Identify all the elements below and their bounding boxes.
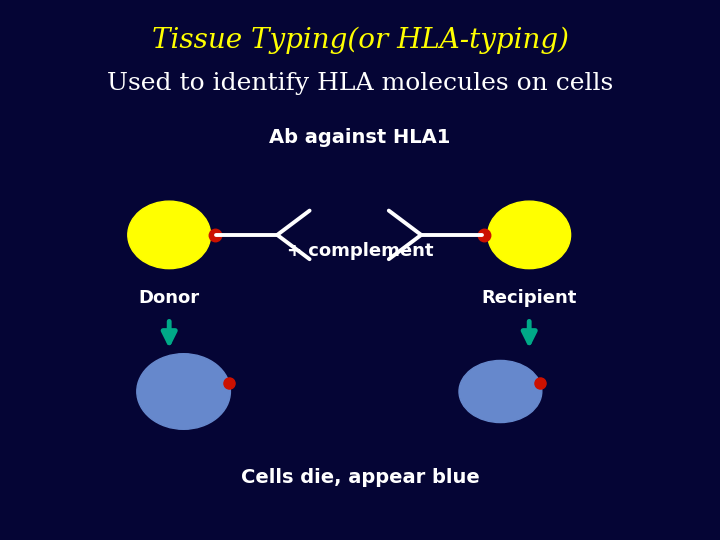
Text: Recipient: Recipient (482, 289, 577, 307)
Text: Cells die, appear blue: Cells die, appear blue (240, 468, 480, 488)
Text: Donor: Donor (139, 289, 199, 307)
Text: Tissue Typing(or HLA-typing): Tissue Typing(or HLA-typing) (151, 27, 569, 54)
Ellipse shape (137, 354, 230, 429)
Text: + complement: + complement (287, 242, 433, 260)
Text: Ab against HLA1: Ab against HLA1 (269, 128, 451, 147)
Ellipse shape (127, 201, 210, 269)
Ellipse shape (488, 201, 571, 269)
Text: Used to identify HLA molecules on cells: Used to identify HLA molecules on cells (107, 72, 613, 95)
Ellipse shape (459, 361, 541, 422)
